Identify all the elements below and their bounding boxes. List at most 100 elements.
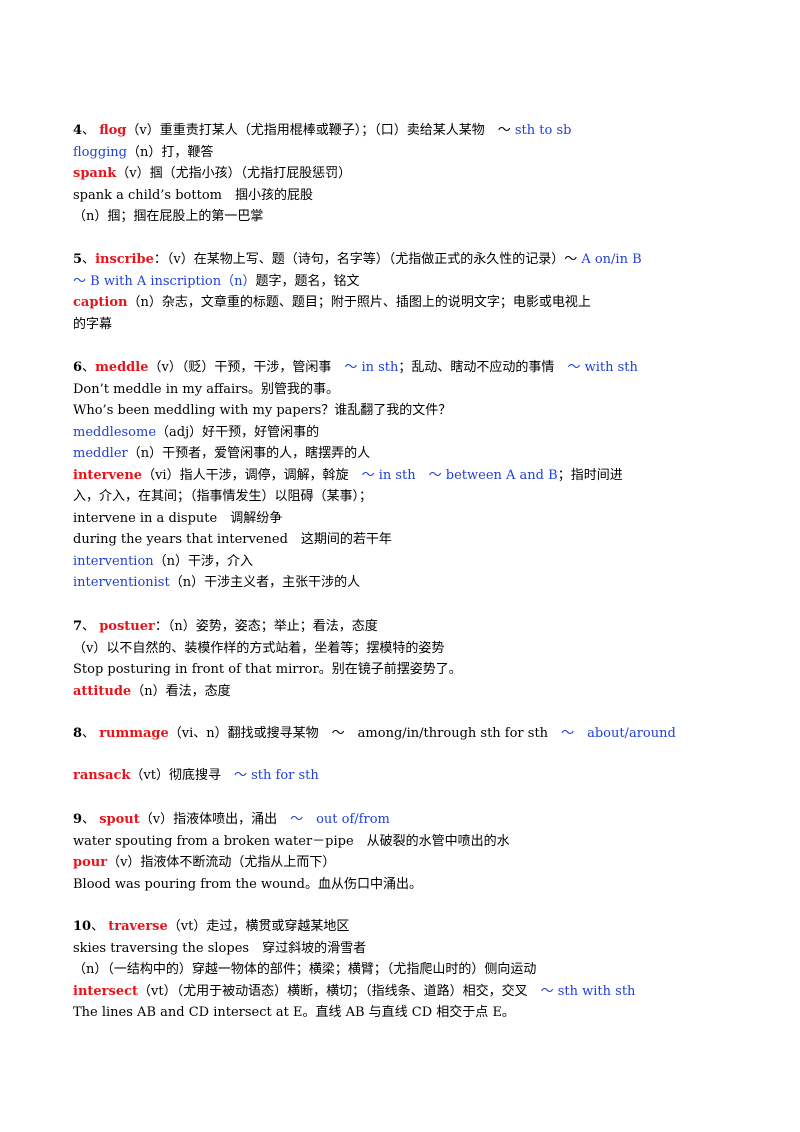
text-line: pour（v）指液体不断流动（尤指从上而下）	[73, 852, 743, 874]
headword: spout	[99, 812, 140, 827]
text-segment: ：（n）姿势，姿态；举止；看法，态度	[154, 619, 378, 634]
text-segment: 、	[82, 812, 100, 827]
text-line: 的字幕	[73, 314, 743, 336]
text-segment: （v）以不自然的、装模作样的方式站着，坐着等；摆模特的姿势	[73, 640, 445, 656]
text-segment: （v）重重责打某人（尤指用棍棒或鞭子）；（口）卖给某人某物 ～	[126, 123, 515, 138]
entry-spout: 9、 spout（v）指液体喷出，涌出 ～ out of/from water s…	[73, 809, 743, 895]
text-segment: （vi）指人干涉，调停，调解，斡旋	[142, 467, 362, 483]
text-segment: 、	[82, 726, 100, 741]
headword: meddle	[95, 360, 149, 375]
text-line: Don’t meddle in my affairs。别管我的事。	[73, 379, 743, 401]
text-line: 7、 postuer：（n）姿势，姿态；举止；看法，态度	[73, 616, 743, 638]
text-segment: Stop posturing in front of that mirror。别…	[73, 662, 462, 677]
text-segment: （n）掴；掴在屁股上的第一巴掌	[73, 209, 264, 224]
related-term: ～ with sth	[567, 360, 638, 375]
text-line: （v）以不自然的、装模作样的方式站着，坐着等；摆模特的姿势	[73, 638, 743, 660]
entry-traverse: 10、 traverse（vt）走过，横贯或穿越某地区 skies travers…	[73, 916, 743, 1024]
related-term: ～ about/around	[561, 726, 676, 741]
text-line: （n）（一结构中的）穿越一物体的部件；横梁；横臂；（尤指爬山时的）侧向运动	[73, 959, 743, 981]
related-term: ～ sth for sth	[233, 768, 319, 783]
entry-inscribe: 5、inscribe：（v）在某物上写、题（诗句，名字等）（尤指做正式的永久性的…	[73, 249, 743, 335]
headword: intervene	[73, 467, 143, 483]
text-segment: （v）（贬）干预，干涉，管闲事	[148, 360, 345, 375]
text-line: interventionist（n）干涉主义者，主张干涉的人	[73, 572, 743, 594]
related-term: ～ B with A inscription（n）	[73, 273, 256, 289]
text-segment: （n）打，鞭答	[127, 144, 214, 160]
entry-meddle: 6、meddle（v）（贬）干预，干涉，管闲事 ～ in sth；乱动、瞎动不应…	[73, 357, 743, 594]
text-line: intervention（n）干涉，介入	[73, 551, 743, 573]
text-line: Stop posturing in front of that mirror。别…	[73, 659, 743, 681]
text-segment: The lines AB and CD intersect at E。直线 AB…	[73, 1005, 515, 1020]
text-segment: Don’t meddle in my affairs。别管我的事。	[73, 381, 340, 397]
entry-number: 5	[73, 252, 83, 267]
text-segment: （v）指液体喷出，涌出	[139, 812, 291, 827]
headword: postuer	[99, 619, 155, 634]
text-line: 6、meddle（v）（贬）干预，干涉，管闲事 ～ in sth；乱动、瞎动不应…	[73, 357, 743, 379]
text-line: （n）掴；掴在屁股上的第一巴掌	[73, 206, 743, 228]
text-segment: （v）掴（尤指小孩）（尤指打屁股惩罚）	[116, 166, 352, 181]
text-segment: （vt）彻底搜寻	[130, 768, 234, 783]
text-line: intervene（vi）指人干涉，调停，调解，斡旋 ～ in sth ～ be…	[73, 465, 743, 487]
text-segment: 、	[82, 360, 96, 375]
text-segment: （n）干涉主义者，主张干涉的人	[169, 575, 361, 590]
text-line: ～ B with A inscription（n）题字，题名，铭文	[73, 271, 743, 293]
text-segment: Who’s been meddling with my papers？谁乱翻了我…	[73, 403, 452, 418]
entry-number: 8	[73, 726, 83, 741]
headword: caption	[73, 295, 128, 310]
entry-number: 4	[73, 123, 83, 138]
related-term: ～ out of/from	[290, 812, 390, 827]
text-line: 4、 flog（v）重重责打某人（尤指用棍棒或鞭子）；（口）卖给某人某物 ～ s…	[73, 120, 743, 142]
text-segment: （vi、n）翻找或搜寻某物 ～ among/in/through sth for…	[168, 726, 562, 741]
text-line: Blood was pouring from the wound。血从伤口中涌出…	[73, 874, 743, 896]
entry-number: 9	[73, 812, 83, 827]
entry-flog: 4、 flog（v）重重责打某人（尤指用棍棒或鞭子）；（口）卖给某人某物 ～ s…	[73, 120, 743, 228]
text-segment: （v）指液体不断流动（尤指从上而下）	[107, 855, 336, 870]
text-line: meddler（n）干预者，爱管闲事的人，瞎摆弄的人	[73, 443, 743, 465]
headword: pour	[73, 855, 108, 870]
text-line: ransack（vt）彻底搜寻 ～ sth for sth	[73, 765, 743, 787]
text-line: spank（v）掴（尤指小孩）（尤指打屁股惩罚）	[73, 163, 743, 185]
text-segment: （n）杂志，文章重的标题、题目；附于照片、插图上的说明文字；电影或电视上	[127, 295, 591, 310]
text-line: caption（n）杂志，文章重的标题、题目；附于照片、插图上的说明文字；电影或…	[73, 292, 743, 314]
text-segment: water spouting from a broken water－pipe …	[73, 833, 510, 849]
text-segment: 、	[82, 123, 100, 138]
related-term: interventionist	[73, 575, 170, 590]
related-term: flogging	[73, 144, 127, 160]
text-segment: （n）看法，态度	[131, 683, 231, 699]
related-term: intervention	[73, 553, 154, 569]
text-line: skies traversing the slopes 穿过斜坡的滑雪者	[73, 938, 743, 960]
headword: attitude	[73, 683, 132, 699]
text-segment: skies traversing the slopes 穿过斜坡的滑雪者	[73, 940, 367, 956]
entry-ransack: ransack（vt）彻底搜寻 ～ sth for sth	[73, 765, 743, 787]
text-segment: spank a child’s bottom 掴小孩的屁股	[73, 187, 313, 203]
headword: ransack	[73, 768, 131, 783]
text-line: attitude（n）看法，态度	[73, 681, 743, 703]
related-term: meddler	[73, 446, 128, 461]
entry-number: 10	[73, 919, 92, 934]
related-term: ～ sth with sth	[540, 983, 636, 999]
related-term: meddlesome	[73, 424, 157, 440]
related-term: ～ in sth ～ between A and B	[361, 467, 558, 483]
headword: spank	[73, 166, 117, 181]
text-line: 8、 rummage（vi、n）翻找或搜寻某物 ～ among/in/throu…	[73, 723, 743, 745]
entry-rummage: 8、 rummage（vi、n）翻找或搜寻某物 ～ among/in/throu…	[73, 723, 743, 745]
text-line: 入，介入，在其间；（指事情发生）以阻碍（某事）；	[73, 486, 743, 508]
related-term: ～ in sth	[344, 360, 399, 375]
headword: intersect	[73, 983, 139, 999]
text-segment: Blood was pouring from the wound。血从伤口中涌出…	[73, 876, 422, 892]
entry-number: 7	[73, 619, 83, 634]
text-segment: ；乱动、瞎动不应动的事情	[398, 360, 568, 375]
text-line: flogging（n）打，鞭答	[73, 142, 743, 164]
entry-postuer: 7、 postuer：（n）姿势，姿态；举止；看法，态度 （v）以不自然的、装模作…	[73, 616, 743, 702]
text-segment: 的字幕	[73, 316, 113, 332]
text-line: 9、 spout（v）指液体喷出，涌出 ～ out of/from	[73, 809, 743, 831]
text-segment: （n）干涉，介入	[153, 553, 254, 569]
related-term: sth to sb	[514, 123, 572, 138]
text-segment: （n）（一结构中的）穿越一物体的部件；横梁；横臂；（尤指爬山时的）侧向运动	[73, 962, 537, 977]
headword: rummage	[99, 726, 169, 741]
text-segment: 题字，题名，铭文	[255, 273, 360, 289]
headword: traverse	[108, 919, 168, 934]
text-segment: 、	[82, 252, 96, 267]
text-segment: （vt）（尤用于被动语态）横断，横切；（指线条、道路）相交，交叉	[138, 983, 541, 999]
text-line: 5、inscribe：（v）在某物上写、题（诗句，名字等）（尤指做正式的永久性的…	[73, 249, 743, 271]
